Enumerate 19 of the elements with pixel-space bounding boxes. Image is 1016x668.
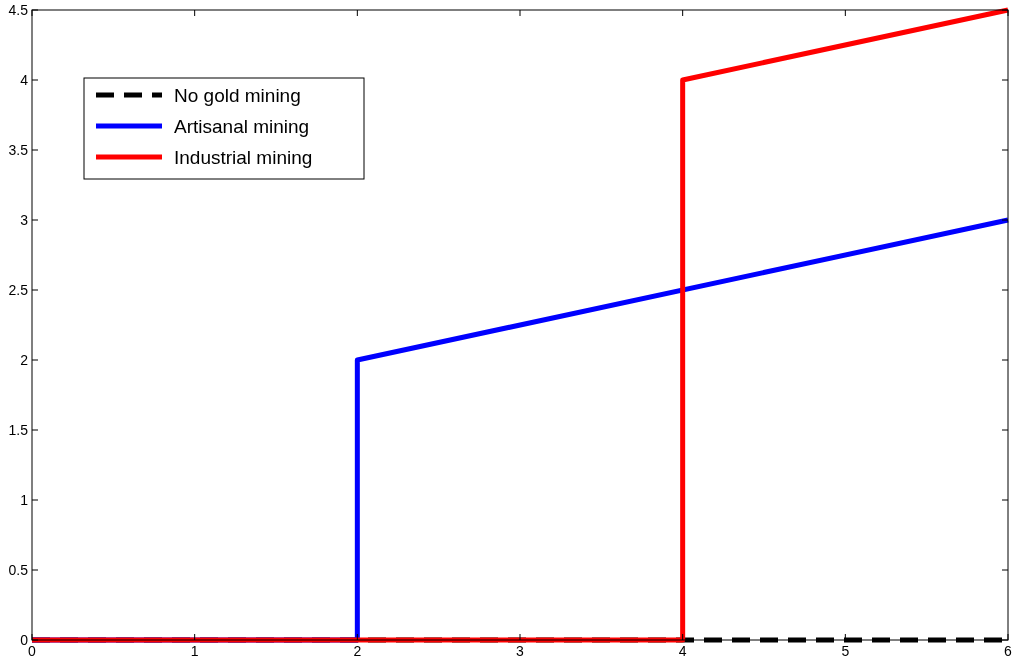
- y-tick-label: 0.5: [8, 561, 29, 578]
- y-tick-label: 1.5: [8, 421, 29, 438]
- x-tick-label: 4: [678, 643, 687, 659]
- legend-label: No gold mining: [174, 84, 301, 106]
- y-tick-label: 4: [20, 71, 29, 88]
- y-tick-label: 1: [20, 491, 29, 508]
- x-tick-label: 2: [353, 643, 362, 659]
- y-tick-label: 2.5: [8, 281, 29, 298]
- y-tick-label: 4.5: [8, 1, 29, 18]
- y-tick-label: 0: [20, 631, 29, 648]
- y-tick-label: 2: [20, 351, 29, 368]
- y-tick-label: 3.5: [8, 141, 29, 158]
- x-tick-label: 6: [1004, 643, 1013, 659]
- x-tick-label: 3: [516, 643, 525, 659]
- y-tick-label: 3: [20, 211, 29, 228]
- legend-label: Artisanal mining: [174, 115, 310, 137]
- legend-label: Industrial mining: [174, 146, 313, 168]
- x-tick-label: 1: [190, 643, 199, 659]
- x-tick-label: 5: [841, 643, 850, 659]
